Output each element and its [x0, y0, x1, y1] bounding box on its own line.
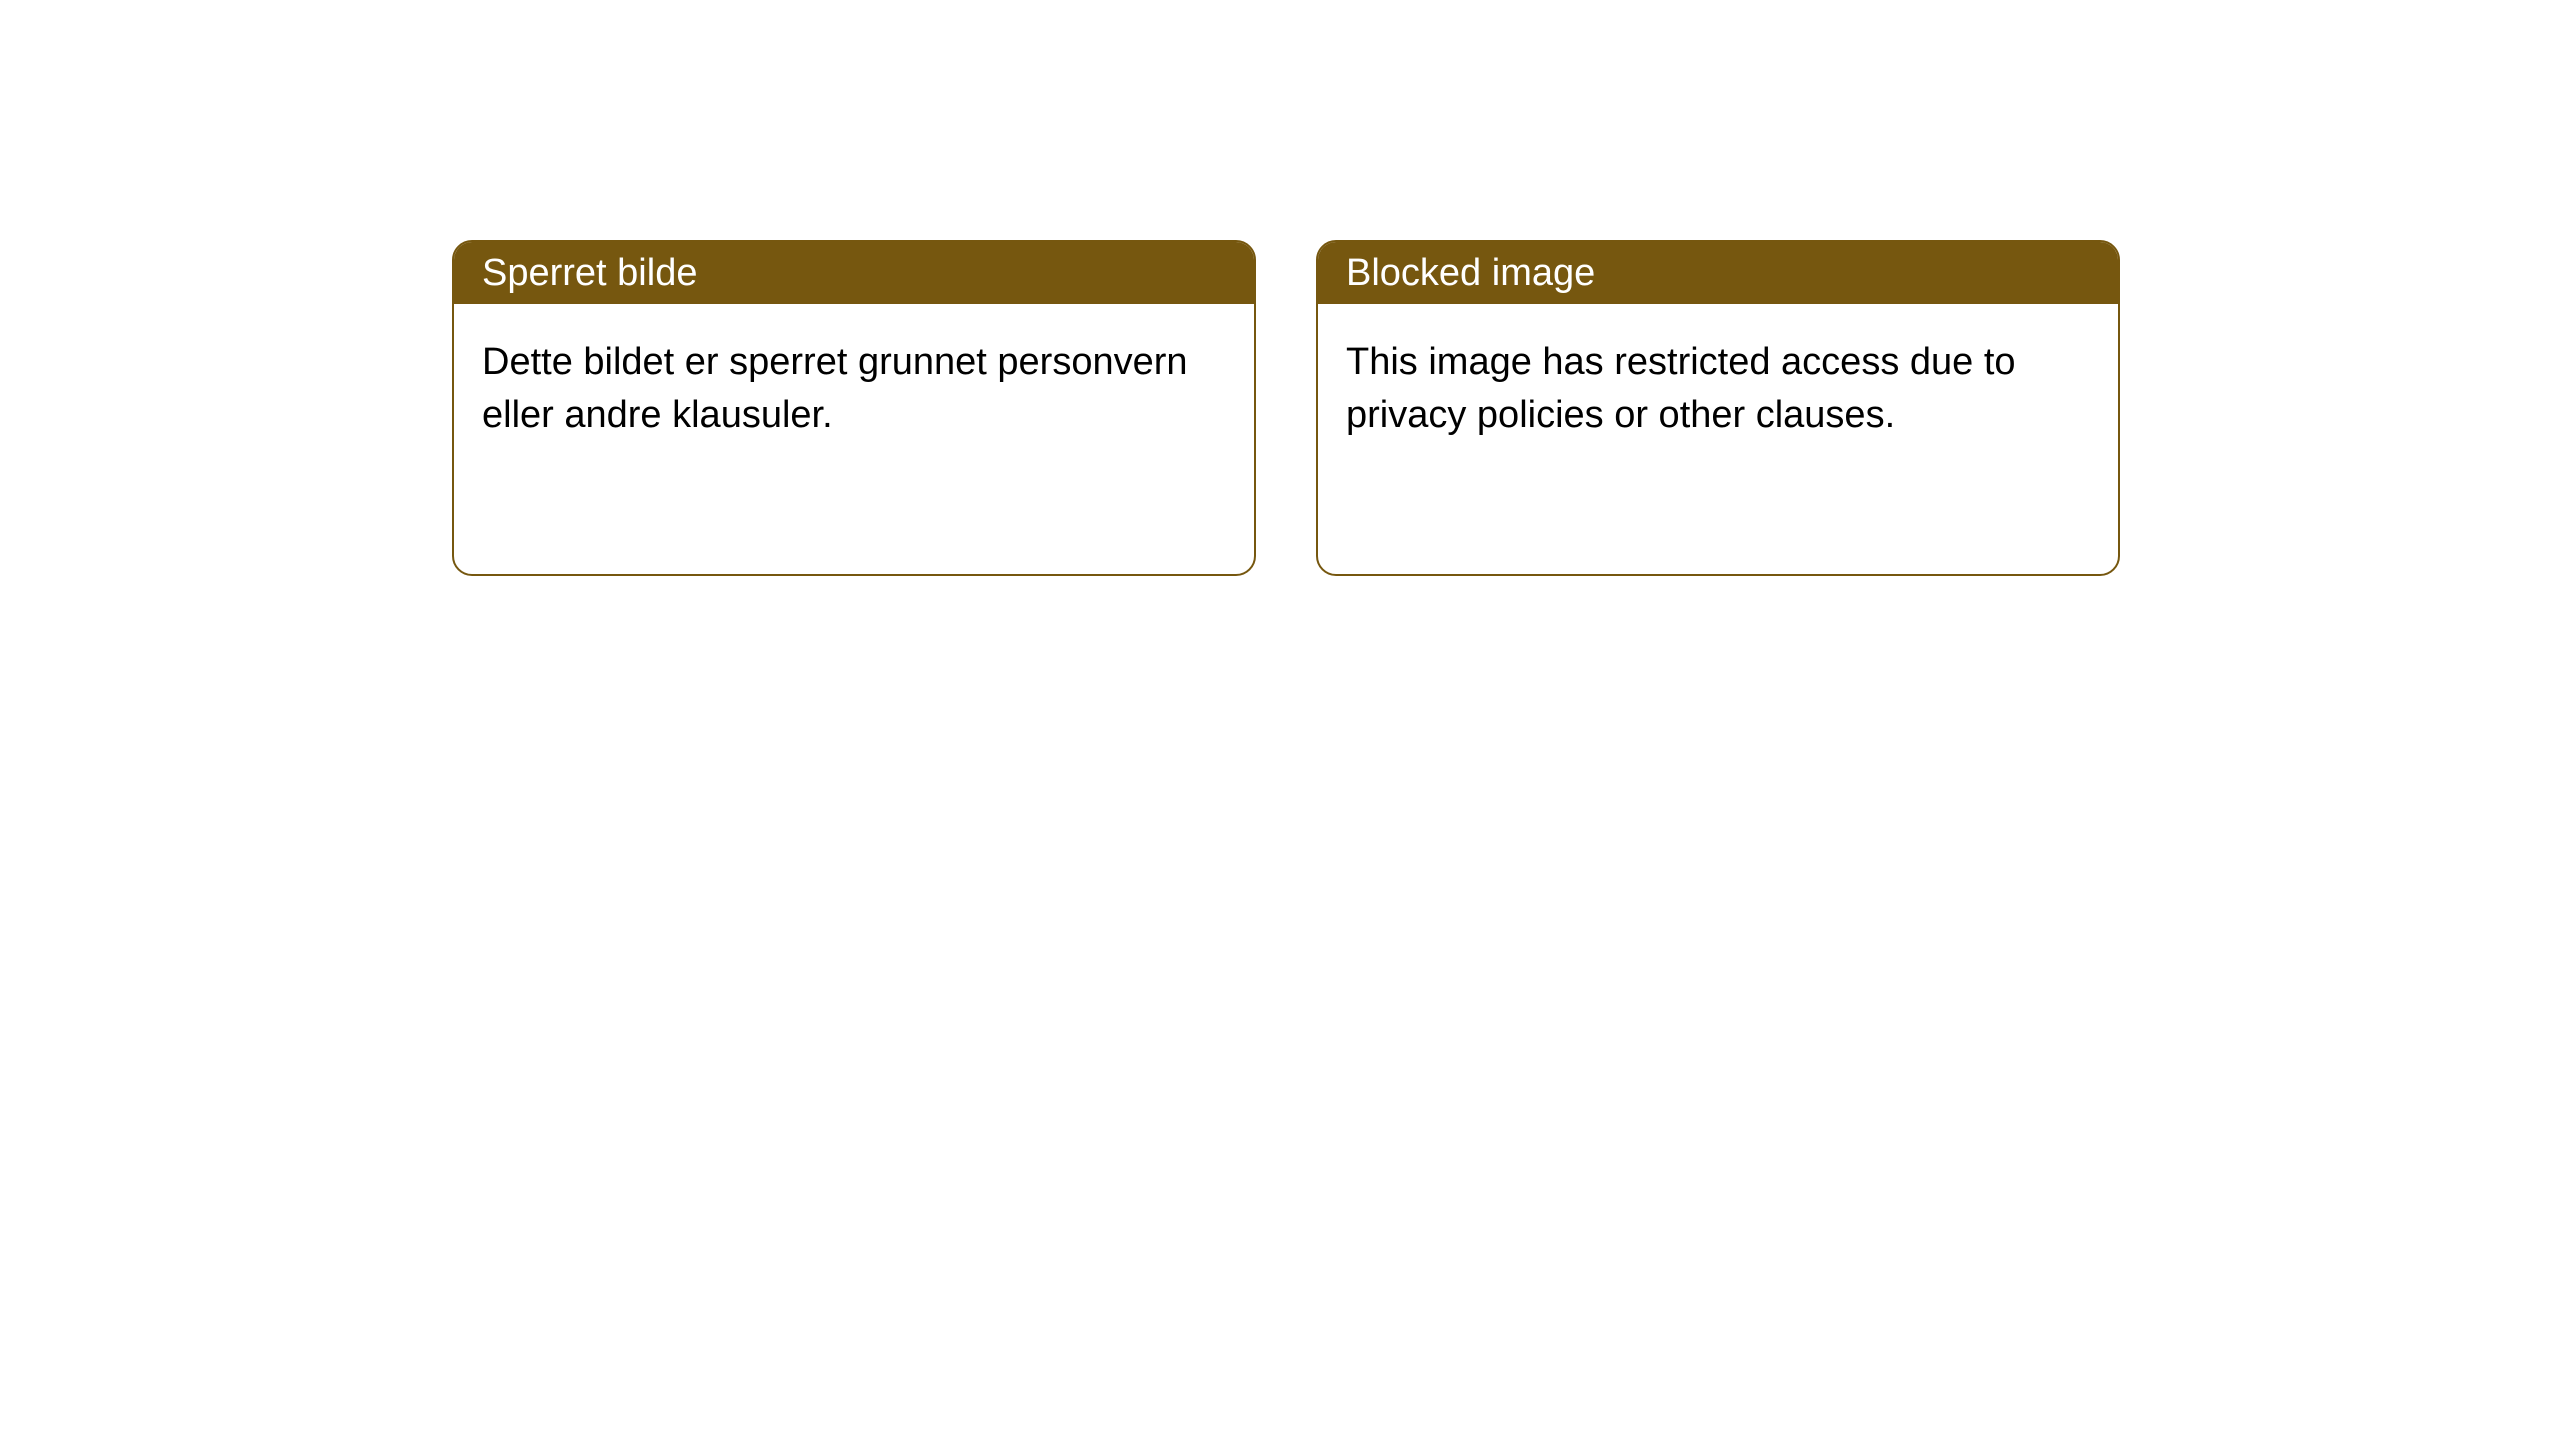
notice-card-norwegian: Sperret bilde Dette bildet er sperret gr… — [452, 240, 1256, 576]
card-body: This image has restricted access due to … — [1318, 304, 2118, 474]
card-body: Dette bildet er sperret grunnet personve… — [454, 304, 1254, 474]
notice-cards-container: Sperret bilde Dette bildet er sperret gr… — [0, 0, 2560, 576]
notice-card-english: Blocked image This image has restricted … — [1316, 240, 2120, 576]
card-header: Blocked image — [1318, 242, 2118, 304]
card-header: Sperret bilde — [454, 242, 1254, 304]
